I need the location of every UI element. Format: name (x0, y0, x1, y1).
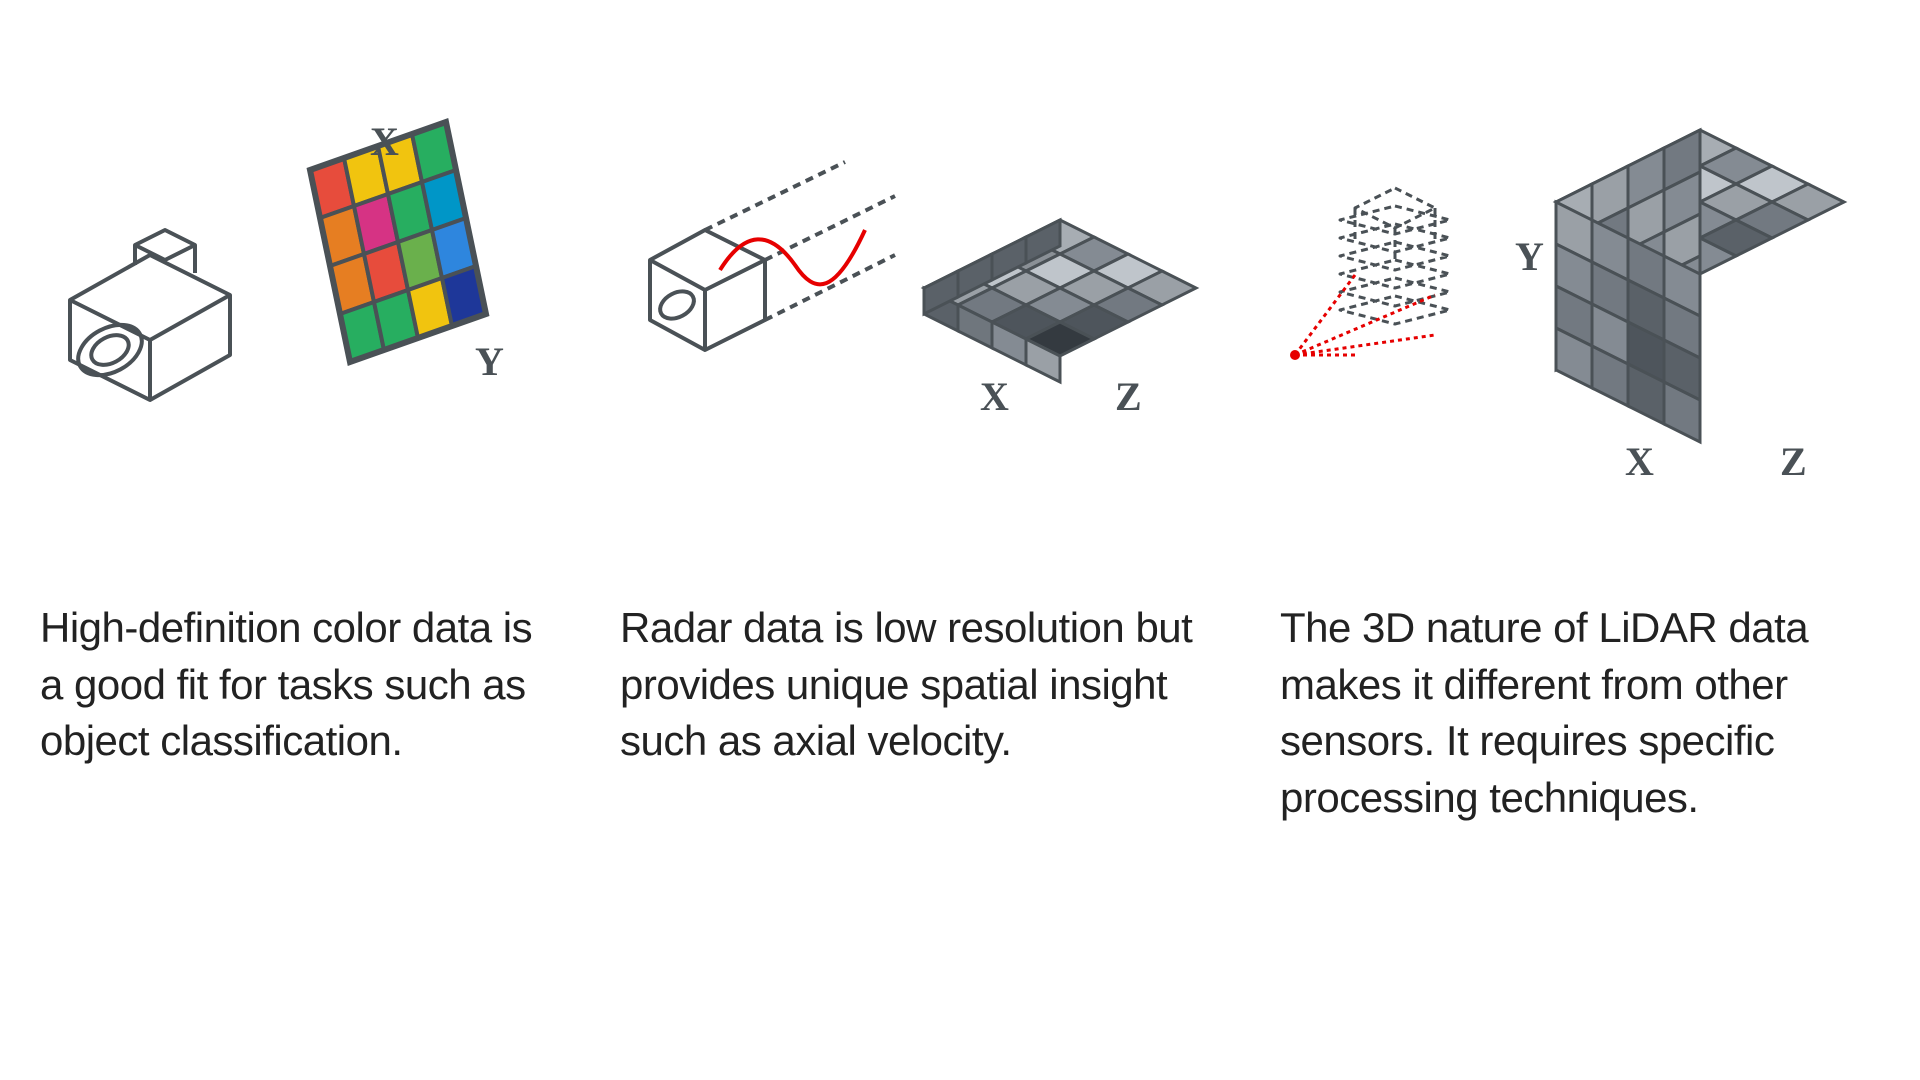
lidar-cube (1556, 130, 1844, 442)
radar-wave (720, 230, 865, 284)
axis-z-label: Z (1780, 439, 1807, 484)
axis-z-label: Z (1115, 374, 1142, 419)
panel-camera: X Y High-definition color data is a good… (40, 100, 560, 827)
lidar-scan-icon (1340, 188, 1450, 324)
radar-box-icon (650, 162, 895, 350)
panel-radar: X Z Radar data is low resolution but pro… (620, 100, 1220, 827)
panel-lidar: Y X Z The 3D nature of LiDAR data makes … (1280, 100, 1900, 827)
caption-radar: Radar data is low resolution but provide… (620, 500, 1220, 770)
camera-icon (70, 230, 230, 400)
camera-svg: X Y (40, 110, 560, 490)
radar-slab (924, 220, 1196, 382)
illustration-camera: X Y (40, 100, 560, 500)
axis-y-label: Y (1515, 234, 1544, 279)
infographic-row: X Y High-definition color data is a good… (0, 0, 1920, 827)
illustration-radar: X Z (620, 100, 1220, 500)
axis-x-label: X (1625, 439, 1654, 484)
illustration-lidar: Y X Z (1280, 100, 1900, 500)
caption-lidar: The 3D nature of LiDAR data makes it dif… (1280, 500, 1900, 827)
axis-x-label: X (980, 374, 1009, 419)
radar-svg: X Z (620, 110, 1220, 490)
axis-x-label: X (370, 119, 399, 164)
axis-y-label: Y (475, 339, 504, 384)
lidar-svg: Y X Z (1280, 100, 1900, 500)
caption-camera: High-definition color data is a good fit… (40, 500, 560, 770)
